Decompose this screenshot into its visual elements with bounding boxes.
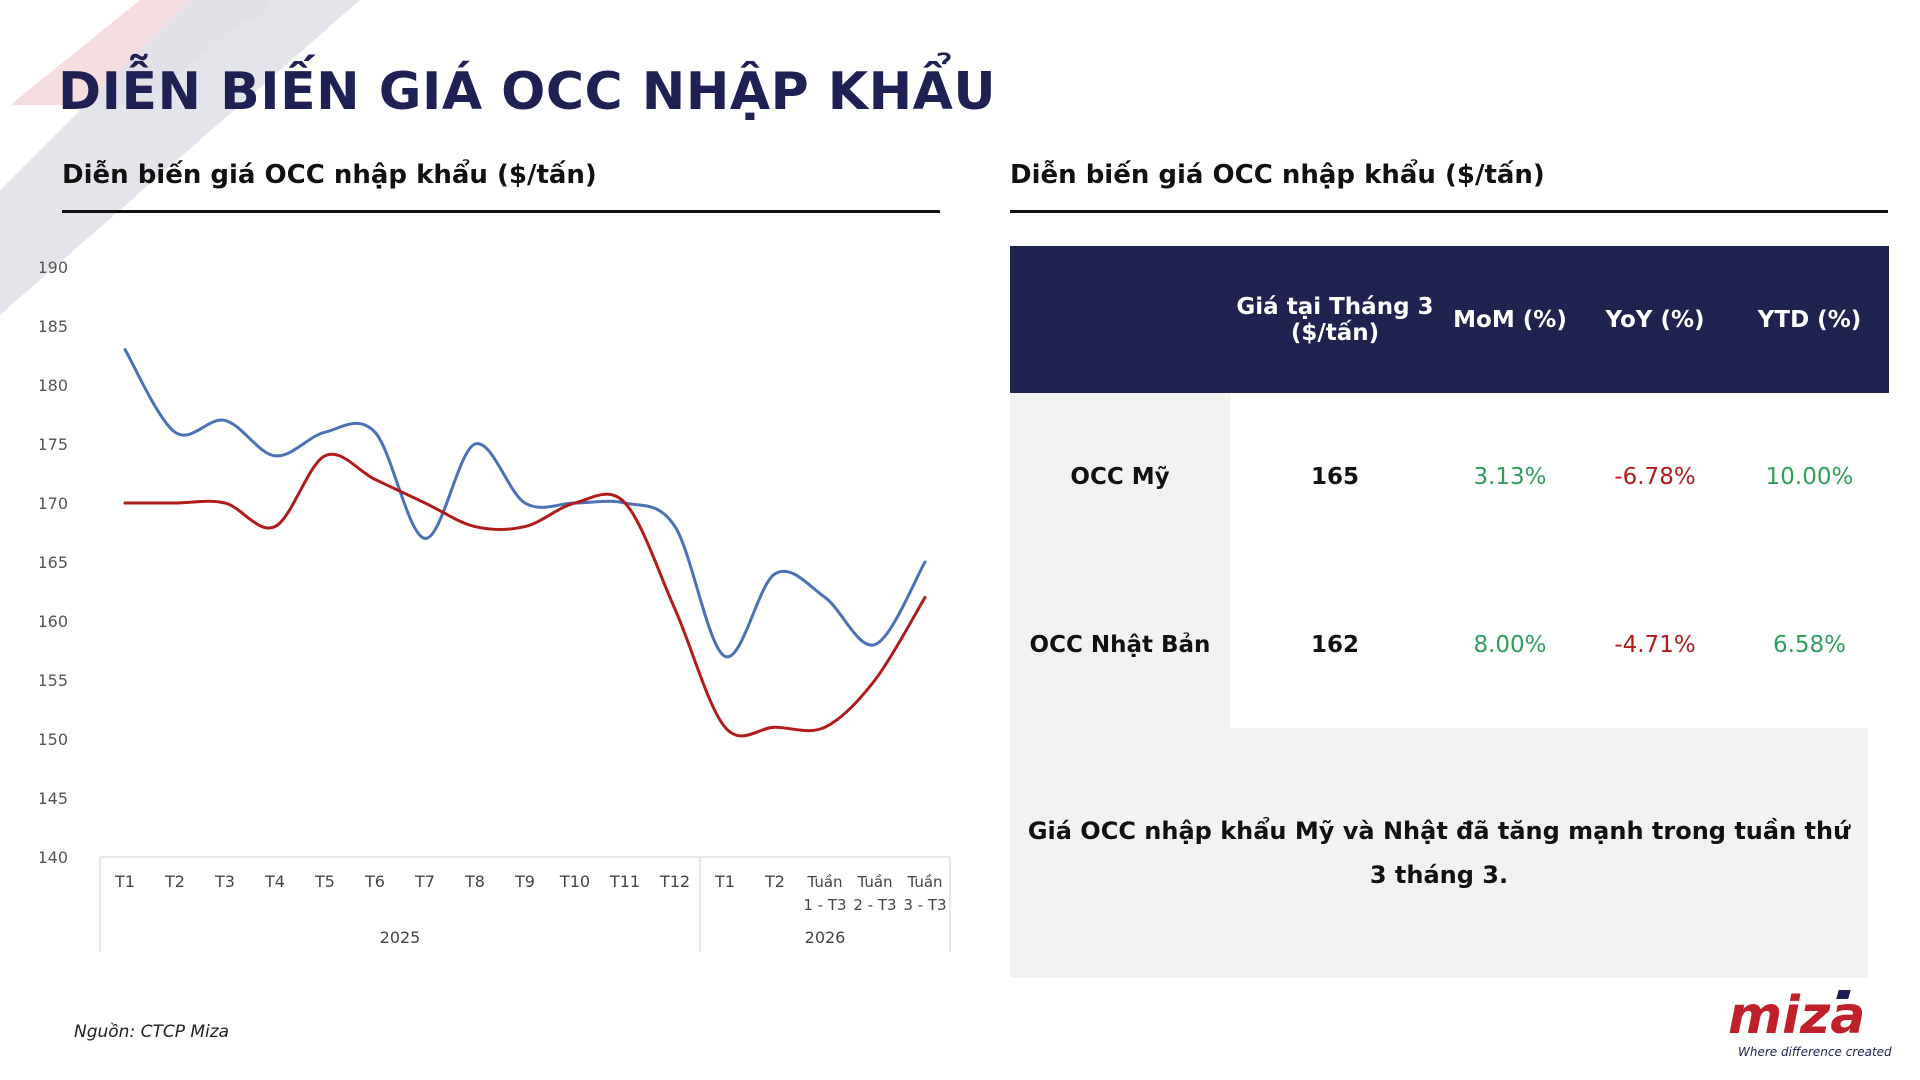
x-tick-label: T12 <box>659 872 690 891</box>
table-row: OCC Mỹ 165 3.13% -6.78% 10.00% <box>1010 393 1889 561</box>
x-group-label: 2025 <box>380 928 421 947</box>
y-tick-label: 180 <box>40 376 68 395</box>
y-tick-label: 170 <box>40 494 68 513</box>
x-tick-label: T2 <box>164 872 185 891</box>
y-tick-label: 155 <box>40 671 68 690</box>
mom-value: 8.00% <box>1473 632 1547 658</box>
x-tick-label: T5 <box>314 872 335 891</box>
row-label: OCC Mỹ <box>1010 393 1230 561</box>
x-tick-label: Tuần 3 - T3 <box>903 873 946 914</box>
occ-price-line-chart: 140 145 150 155 160 165 170 175 180 185 190 T1 T2 T3 T… <box>40 258 951 952</box>
yoy-value: -4.71% <box>1614 632 1696 658</box>
x-group-label: 2026 <box>805 928 846 947</box>
chart-section-title: Diễn biến giá OCC nhập khẩu ($/tấn) <box>62 160 940 213</box>
x-tick-label: T11 <box>609 872 640 891</box>
ytd-value: 10.00% <box>1765 464 1854 490</box>
x-tick-label: T6 <box>364 872 385 891</box>
y-tick-label: 165 <box>40 553 68 572</box>
y-tick-label: 145 <box>40 789 68 808</box>
y-tick-label: 140 <box>40 848 68 867</box>
x-tick-label: Tuần 2 - T3 <box>853 873 896 914</box>
miza-logo: miza Where difference created <box>1728 986 1892 1059</box>
x-tick-label: T1 <box>114 872 135 891</box>
decorative-stripes <box>0 0 360 315</box>
table-header-mom: MoM (%) <box>1440 246 1580 393</box>
x-tick-label: T7 <box>414 872 435 891</box>
y-tick-label: 185 <box>40 317 68 336</box>
x-tick-label: Tuần 1 - T3 <box>803 873 846 914</box>
x-tick-label: T2 <box>764 872 785 891</box>
table-row: OCC Nhật Bản 162 8.00% -4.71% 6.58% <box>1010 561 1889 729</box>
ytd-value: 6.58% <box>1772 632 1847 658</box>
y-tick-label: 160 <box>40 612 68 631</box>
table-section-title: Diễn biến giá OCC nhập khẩu ($/tấn) <box>1010 160 1888 213</box>
y-tick-label: 150 <box>40 730 68 749</box>
x-tick-label: T10 <box>559 872 590 891</box>
table-header-empty <box>1010 246 1230 393</box>
series-line-occ-my <box>123 348 927 658</box>
row-label: OCC Nhật Bản <box>1010 561 1230 729</box>
table-header-row: Giá tại Tháng 3 ($/tấn) MoM (%) YoY (%) … <box>1010 246 1889 393</box>
summary-text: Giá OCC nhập khẩu Mỹ và Nhật đã tăng mạn… <box>1027 817 1851 889</box>
y-tick-label: 175 <box>40 435 68 454</box>
table-header-yoy: YoY (%) <box>1580 246 1730 393</box>
x-tick-label: T1 <box>714 872 735 891</box>
x-tick-label: T3 <box>214 872 235 891</box>
price-value: 162 <box>1310 632 1359 658</box>
y-tick-label: 190 <box>40 258 68 277</box>
x-tick-label: T9 <box>514 872 535 891</box>
source-note: Nguồn: CTCP Miza <box>74 1022 230 1042</box>
yoy-value: -6.78% <box>1614 464 1696 490</box>
page-title: DIỄN BIẾN GIÁ OCC NHẬP KHẨU <box>58 62 997 122</box>
mom-value: 3.13% <box>1473 464 1547 490</box>
x-tick-label: T4 <box>264 872 285 891</box>
price-value: 165 <box>1310 464 1359 490</box>
price-table: Giá tại Tháng 3 ($/tấn) MoM (%) YoY (%) … <box>1010 246 1889 729</box>
table-header-ytd: YTD (%) <box>1730 246 1889 393</box>
summary-box: Giá OCC nhập khẩu Mỹ và Nhật đã tăng mạn… <box>1010 728 1868 978</box>
x-tick-label: T8 <box>464 872 485 891</box>
series-line-occ-nhat-ban <box>123 452 927 738</box>
table-header-price: Giá tại Tháng 3 ($/tấn) <box>1230 246 1440 393</box>
logo-tagline: Where difference created <box>1738 1045 1892 1059</box>
